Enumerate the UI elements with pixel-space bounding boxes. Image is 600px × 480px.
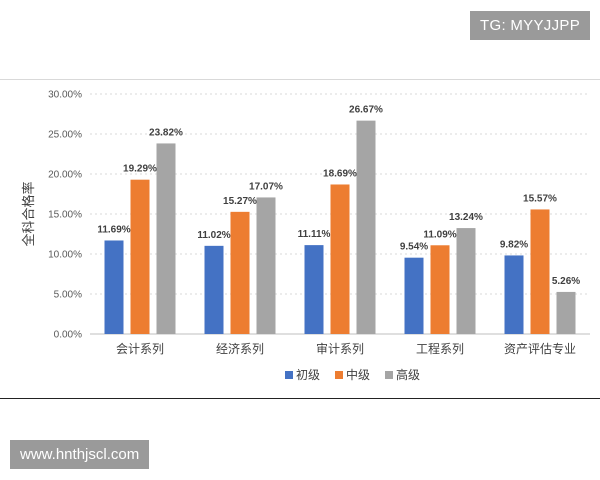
y-tick-label: 10.00% (48, 250, 82, 261)
bar (404, 257, 424, 334)
data-label: 15.57% (523, 193, 557, 204)
y-tick-label: 30.00% (48, 90, 82, 101)
bar (330, 184, 350, 334)
data-label: 11.09% (423, 229, 456, 240)
x-tick-label: 工程系列 (416, 341, 464, 356)
legend-label: 高级 (396, 367, 420, 382)
data-label: 9.54% (400, 242, 428, 253)
bar (204, 245, 224, 334)
x-tick-label: 审计系列 (316, 341, 364, 356)
watermark-bottom: www.hnthjscl.com (10, 440, 150, 469)
bar (456, 228, 476, 334)
y-tick-label: 0.00% (54, 330, 82, 341)
data-label: 18.69% (323, 168, 357, 179)
chart-frame: 0.00% 5.00% 10.00% 15.00% 20.00% 25.00% 30.00%… (0, 79, 600, 399)
bar (530, 209, 550, 334)
data-label: 11.11% (298, 229, 331, 240)
bar (304, 245, 324, 334)
x-tick-label: 会计系列 (116, 342, 164, 356)
watermark-top: TG: MYYJJPP (470, 11, 590, 40)
bar (156, 143, 176, 334)
legend-swatch (335, 371, 343, 379)
legend-swatch (285, 371, 293, 379)
y-axis-title: 全科合格率 (21, 181, 37, 246)
data-label: 19.29% (123, 164, 157, 175)
data-label: 11.69% (97, 224, 130, 235)
data-label: 9.82% (500, 239, 528, 250)
data-label: 15.27% (223, 196, 257, 207)
bar (356, 120, 376, 334)
bar (130, 179, 150, 334)
data-label: 23.82% (149, 127, 183, 138)
data-label: 5.26% (552, 276, 580, 287)
y-tick-label: 25.00% (48, 130, 82, 141)
bar (230, 211, 250, 334)
y-tick-label: 15.00% (48, 210, 82, 221)
legend-label: 初级 (296, 368, 320, 382)
x-tick-label: 资产评估专业 (504, 341, 576, 356)
bar (104, 240, 124, 334)
y-tick-label: 5.00% (54, 290, 82, 301)
x-tick-label: 经济系列 (216, 341, 264, 356)
bar (556, 291, 576, 334)
data-label: 11.02% (197, 230, 230, 241)
data-label: 17.07% (249, 181, 283, 192)
data-label: 26.67% (349, 105, 383, 116)
legend-swatch (385, 371, 393, 379)
bar (256, 197, 276, 334)
y-tick-label: 20.00% (48, 170, 82, 181)
bar (430, 245, 450, 334)
legend-label: 中级 (346, 367, 370, 382)
bar (504, 255, 524, 334)
bar-chart: 0.00% 5.00% 10.00% 15.00% 20.00% 25.00% 30.00%… (21, 90, 590, 382)
data-label: 13.24% (449, 212, 483, 223)
